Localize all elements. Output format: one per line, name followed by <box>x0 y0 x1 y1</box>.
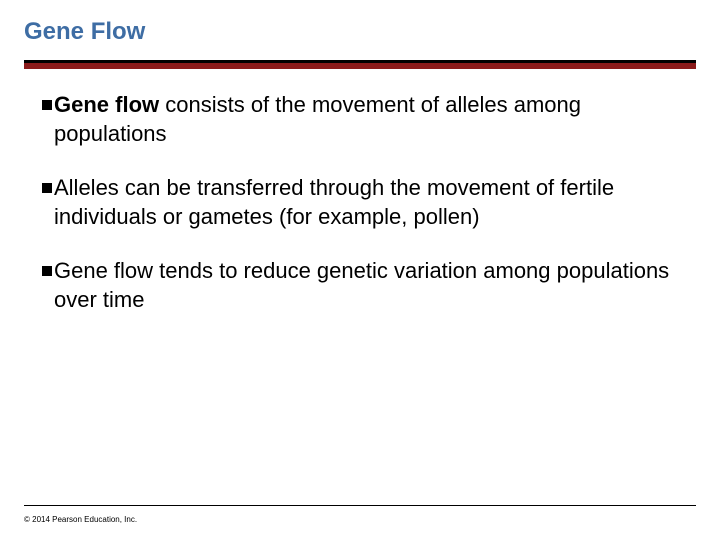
bullet-square-icon <box>42 183 52 193</box>
bullet-rest: Alleles can be transferred through the m… <box>54 175 614 229</box>
content-area: Gene flow consists of the movement of al… <box>24 69 696 315</box>
bullet-bold-lead: Gene flow <box>54 92 159 117</box>
bullet-text: Alleles can be transferred through the m… <box>54 174 684 231</box>
slide-container: Gene Flow Gene flow consists of the move… <box>0 0 720 540</box>
bullet-item: Gene flow tends to reduce genetic variat… <box>42 257 684 314</box>
footer-rule <box>24 505 696 506</box>
bullet-text: Gene flow tends to reduce genetic variat… <box>54 257 684 314</box>
bullet-square-icon <box>42 100 52 110</box>
copyright-text: © 2014 Pearson Education, Inc. <box>24 515 137 524</box>
bullet-rest: Gene flow tends to reduce genetic variat… <box>54 258 669 312</box>
bullet-item: Gene flow consists of the movement of al… <box>42 91 684 148</box>
bullet-square-icon <box>42 266 52 276</box>
bullet-text: Gene flow consists of the movement of al… <box>54 91 684 148</box>
slide-title: Gene Flow <box>24 18 696 46</box>
bullet-item: Alleles can be transferred through the m… <box>42 174 684 231</box>
